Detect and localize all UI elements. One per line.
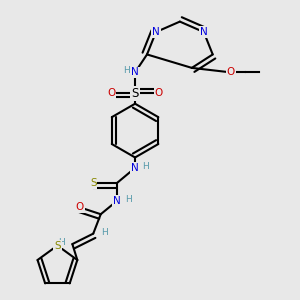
Text: O: O	[76, 202, 84, 212]
Text: S: S	[90, 178, 97, 188]
Text: N: N	[152, 27, 160, 37]
Text: S: S	[54, 241, 61, 250]
Text: H: H	[142, 162, 149, 171]
Text: H: H	[125, 195, 132, 204]
Text: H: H	[58, 238, 64, 247]
Text: O: O	[155, 88, 163, 98]
Text: O: O	[107, 88, 115, 98]
Text: H: H	[123, 66, 130, 75]
Text: N: N	[131, 68, 139, 77]
Text: S: S	[131, 87, 139, 100]
Text: O: O	[226, 68, 235, 77]
Text: H: H	[101, 228, 108, 237]
Text: N: N	[113, 196, 121, 206]
Text: N: N	[131, 163, 139, 173]
Text: N: N	[200, 27, 208, 37]
